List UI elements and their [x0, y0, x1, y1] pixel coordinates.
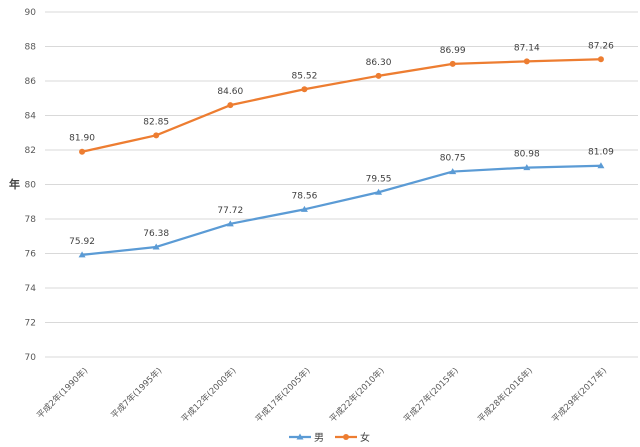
- y-tick-label: 76: [25, 250, 37, 260]
- x-tick-label: 平成29年(2017年): [550, 365, 609, 424]
- legend: 男女: [289, 431, 370, 444]
- data-point: [226, 220, 234, 227]
- legend-item: 男: [289, 432, 324, 444]
- data-point: [523, 58, 530, 65]
- data-point: [375, 188, 383, 195]
- data-point: [523, 164, 531, 171]
- data-label: 85.52: [292, 71, 318, 81]
- y-tick-label: 90: [25, 8, 37, 18]
- y-tick-label: 78: [25, 215, 37, 225]
- y-tick-label: 88: [25, 43, 37, 53]
- y-tick-label: 82: [25, 146, 36, 156]
- x-tick-label: 平成28年(2016年): [475, 365, 534, 424]
- x-tick-label: 平成27年(2015年): [401, 365, 460, 424]
- y-tick-label: 74: [25, 284, 37, 294]
- data-point: [153, 132, 160, 139]
- data-label: 77.72: [217, 206, 243, 216]
- data-point: [78, 251, 86, 258]
- series-2: 81.90 82.85 84.60 85.52 86.30 86.99 87.14 87.26: [69, 41, 614, 155]
- data-label: 86.99: [440, 46, 466, 56]
- data-label: 80.75: [440, 154, 466, 164]
- x-tick-label: 平成7年(1995年): [109, 365, 165, 421]
- x-tick-label: 平成17年(2005年): [253, 365, 312, 424]
- gridlines: [45, 11, 638, 358]
- x-tick-label: 平成12年(2000年): [179, 365, 238, 424]
- data-label: 82.85: [143, 117, 169, 127]
- data-label: 78.56: [292, 191, 318, 201]
- data-label: 76.38: [143, 229, 169, 239]
- data-label: 84.60: [217, 87, 243, 97]
- data-label: 86.30: [366, 58, 392, 68]
- y-tick-label: 84: [25, 112, 37, 122]
- x-tick-label: 平成22年(2010年): [327, 365, 386, 424]
- data-point: [301, 86, 308, 93]
- legend-label: 男: [314, 432, 324, 444]
- y-tick-label: 70: [25, 353, 37, 363]
- x-tick-label: 平成2年(1990年): [35, 365, 91, 421]
- y-tick-label: 86: [25, 77, 37, 87]
- data-point: [449, 168, 457, 175]
- legend-marker: [343, 434, 349, 440]
- data-point: [79, 148, 86, 155]
- data-label: 75.92: [69, 237, 95, 247]
- series-line: [81, 58, 601, 153]
- data-label: 81.90: [69, 134, 95, 144]
- data-point: [597, 56, 604, 63]
- data-label: 87.26: [588, 41, 614, 51]
- data-point: [449, 60, 456, 67]
- y-tick-label: 72: [25, 319, 36, 329]
- data-label: 79.55: [366, 174, 392, 184]
- legend-marker: [296, 433, 304, 440]
- data-label: 80.98: [514, 150, 540, 160]
- series-line: [81, 164, 601, 256]
- data-point: [375, 72, 382, 79]
- legend-item: 女: [335, 431, 370, 444]
- y-axis-label: 年: [9, 177, 20, 191]
- data-point: [597, 162, 605, 169]
- data-point: [227, 102, 234, 109]
- series-group: 75.92 76.38 77.72 78.56 79.55 80.75 80.98 81.09…: [69, 41, 614, 258]
- data-point: [152, 243, 160, 250]
- legend-label: 女: [360, 431, 370, 444]
- x-axis-ticks: 平成2年(1990年) 平成7年(1995年) 平成12年(2000年) 平成17年(…: [35, 365, 610, 424]
- data-label: 81.09: [588, 148, 614, 158]
- series-1: 75.92 76.38 77.72 78.56 79.55 80.75 80.98 81.09: [69, 148, 614, 258]
- y-axis-ticks: 70 72 74 76 78 80 82 84 86 88 90: [25, 8, 37, 363]
- data-point: [300, 205, 308, 212]
- data-label: 87.14: [514, 43, 540, 53]
- y-tick-label: 80: [25, 181, 37, 191]
